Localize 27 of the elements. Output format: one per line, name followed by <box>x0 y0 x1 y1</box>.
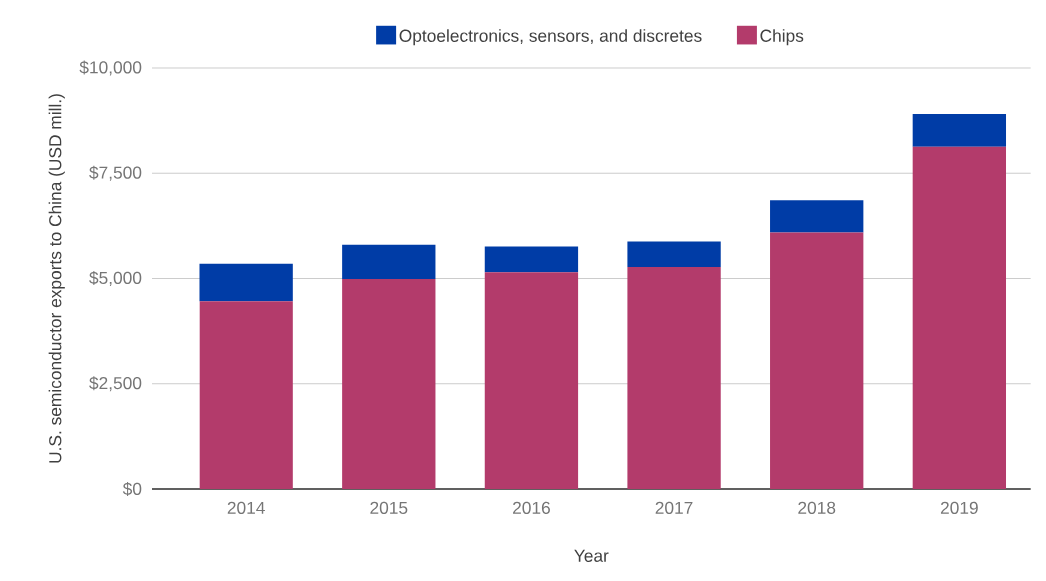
x-axis-title: Year <box>574 549 609 562</box>
bar <box>770 232 864 489</box>
legend-label: Chips <box>760 29 804 46</box>
x-tick-label: 2018 <box>798 501 836 514</box>
x-tick-label: 2017 <box>655 501 693 514</box>
bar <box>342 244 436 279</box>
bar <box>770 200 864 233</box>
y-tick-label: $5,000 <box>89 270 142 287</box>
bar <box>912 113 1007 147</box>
bar <box>199 263 293 302</box>
bar <box>627 267 721 489</box>
x-tick-label: 2015 <box>370 501 408 514</box>
x-tick-label: 2016 <box>513 501 550 514</box>
bar <box>627 241 721 268</box>
y-tick-label: $10,000 <box>79 60 142 76</box>
legend-label: Optoelectronics, sensors, and discretes <box>399 29 702 46</box>
x-tick-label: 2014 <box>227 501 265 514</box>
y-tick-label: $0 <box>122 481 142 496</box>
bar <box>342 278 436 489</box>
y-tick-label: $2,500 <box>89 376 142 392</box>
bar <box>484 272 579 489</box>
y-axis-title: U.S. semiconductor exports to China (USD mill.) <box>48 94 65 463</box>
bar <box>484 246 579 273</box>
bar <box>199 301 293 489</box>
x-tick-label: 2019 <box>940 501 978 514</box>
y-tick-label: $7,500 <box>89 165 142 181</box>
bar <box>912 146 1007 489</box>
